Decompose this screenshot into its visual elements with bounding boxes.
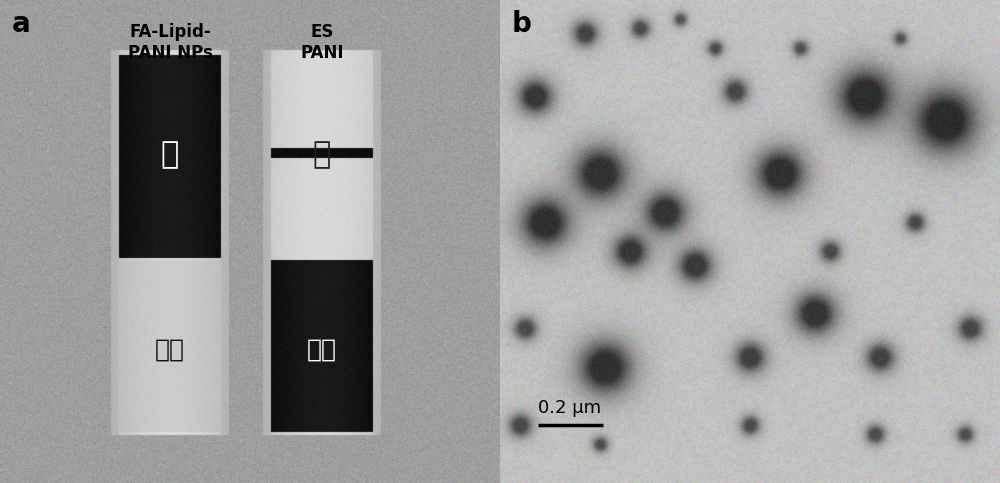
Text: 水: 水 bbox=[313, 141, 331, 170]
Text: b: b bbox=[512, 10, 532, 38]
Text: 氯仿: 氯仿 bbox=[307, 338, 337, 362]
Text: ES
PANI: ES PANI bbox=[300, 23, 344, 62]
Text: FA-Lipid-
PANI NPs: FA-Lipid- PANI NPs bbox=[128, 23, 212, 62]
Text: a: a bbox=[12, 10, 31, 38]
Text: 水: 水 bbox=[161, 141, 179, 170]
Text: 氯仿: 氯仿 bbox=[155, 338, 185, 362]
Text: 0.2 μm: 0.2 μm bbox=[538, 399, 601, 417]
